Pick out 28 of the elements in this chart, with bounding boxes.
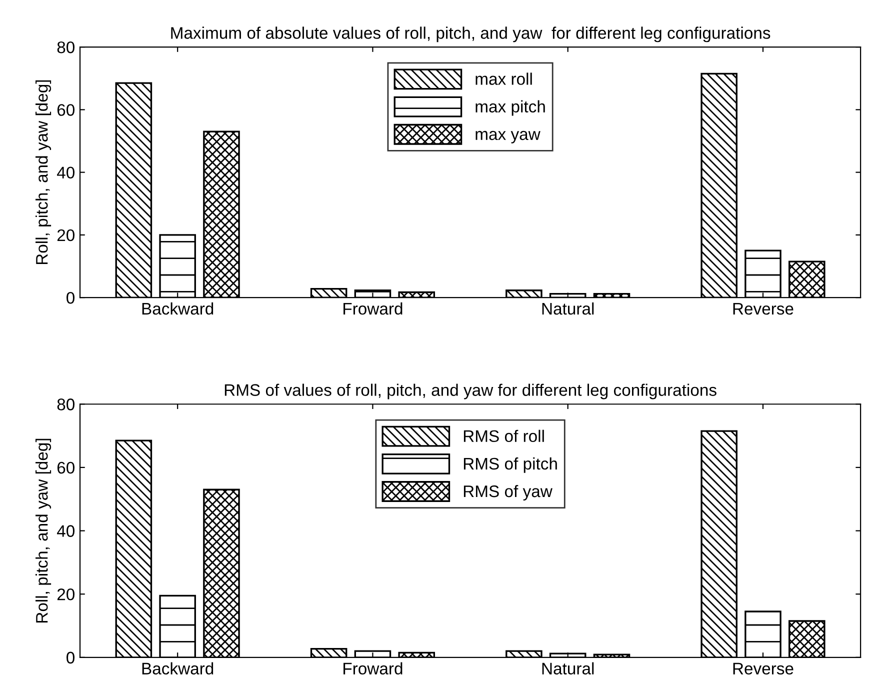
legend-label: RMS of yaw bbox=[464, 485, 552, 501]
y-tick-label: 60 bbox=[57, 462, 74, 474]
y-tick-label: 80 bbox=[57, 41, 74, 54]
x-tick-label: Natural bbox=[542, 662, 594, 675]
x-tick-label: Natural bbox=[542, 302, 594, 315]
legend-label: RMS of roll bbox=[464, 430, 544, 442]
x-tick-label: Backward bbox=[142, 662, 214, 675]
legend-label: max yaw bbox=[476, 130, 540, 144]
y-tick-label: 60 bbox=[57, 104, 74, 116]
x-tick-label: Froward bbox=[344, 302, 402, 315]
x-tick-label: Backward bbox=[142, 302, 214, 315]
y-tick-label: 20 bbox=[57, 229, 74, 242]
y-axis-title: Roll, pitch, and yaw [deg] bbox=[36, 80, 52, 264]
y-axis-title: Roll, pitch, and yaw [deg] bbox=[36, 438, 52, 622]
legend-label: max roll bbox=[476, 72, 532, 85]
chart-title: RMS of values of roll, pitch, and yaw for different leg configurations bbox=[224, 384, 716, 400]
x-tick-label: Froward bbox=[344, 662, 402, 675]
x-tick-label: Reverse bbox=[733, 303, 794, 315]
y-tick-label: 40 bbox=[56, 525, 74, 537]
y-tick-label: 20 bbox=[57, 588, 74, 600]
legend-label: max pitch bbox=[476, 100, 545, 116]
y-tick-label: 40 bbox=[56, 166, 74, 179]
x-tick-label: Reverse bbox=[733, 662, 794, 675]
y-tick-label: 0 bbox=[66, 652, 74, 664]
y-tick-label: 0 bbox=[66, 292, 74, 304]
y-tick-label: 80 bbox=[57, 398, 74, 410]
chart-title: Maximum of absolute values of roll, pitch, and yaw for different leg configurations bbox=[171, 26, 770, 42]
legend-label: RMS of pitch bbox=[464, 457, 557, 473]
